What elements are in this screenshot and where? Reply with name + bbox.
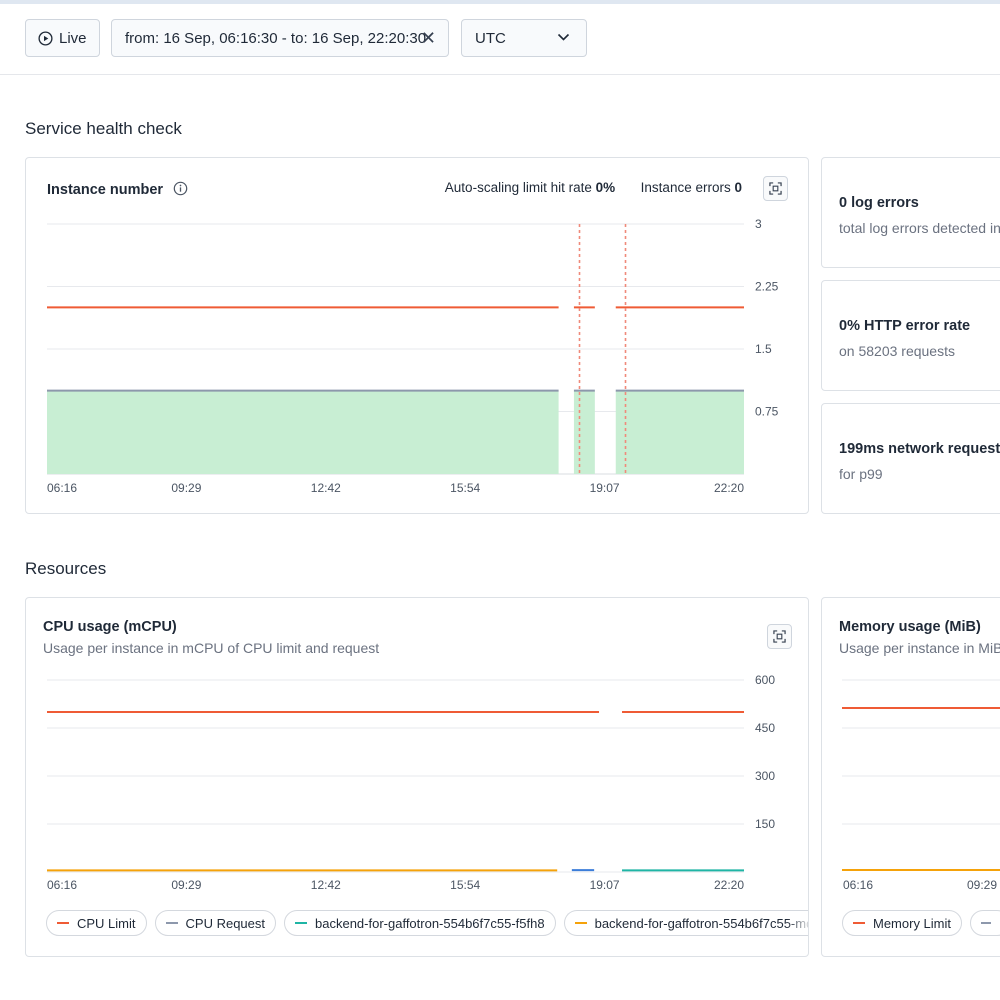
legend-label: backend-for-gaffotron-554b6f7c55-md — [594, 915, 809, 931]
autoscaling-value: 0% — [595, 180, 616, 195]
fullscreen-icon — [769, 182, 782, 195]
instance-stats: Auto-scaling limit hit rate 0% Instance … — [445, 180, 742, 195]
legend-label: Memory Limit — [873, 915, 952, 931]
x-tick-label: 15:54 — [450, 481, 480, 495]
legend-label: backend-for-gaffotron-554b6f7c55-f5fh8 — [315, 915, 545, 931]
cpu-card-subtitle: Usage per instance in mCPU of CPU limit … — [43, 640, 380, 656]
instance-errors-label: Instance errors — [640, 180, 731, 195]
memory-card-subtitle: Usage per instance in MiB — [839, 640, 1000, 656]
legend-item-cpu-request[interactable]: CPU Request — [154, 910, 276, 936]
network-latency-title: 199ms network request d — [839, 441, 1000, 457]
expand-instance-chart-button[interactable] — [763, 176, 788, 201]
x-tick-label: 15:54 — [450, 878, 480, 892]
memory-usage-chart: 06:16 09:29 — [842, 679, 1000, 892]
instance-card-title: Instance number — [47, 182, 164, 198]
x-tick-label: 06:16 — [47, 878, 77, 892]
log-errors-subtitle: total log errors detected in — [839, 220, 1000, 236]
play-circle-icon — [38, 30, 53, 46]
y-tick-label: 2.25 — [755, 280, 779, 294]
http-error-rate-subtitle: on 58203 requests — [839, 343, 955, 359]
time-range-picker[interactable]: from: 16 Sep, 06:16:30 - to: 16 Sep, 22:… — [111, 19, 449, 57]
x-tick-label: 09:29 — [171, 878, 201, 892]
memory-usage-card: Memory usage (MiB) Usage per instance in… — [821, 597, 1000, 957]
instance-area — [573, 390, 595, 474]
legend-label: CPU Request — [185, 915, 265, 931]
legend-item-memory-limit[interactable]: Memory Limit — [842, 910, 963, 936]
legend-swatch — [574, 922, 587, 924]
y-tick-label: 450 — [755, 721, 775, 735]
cpu-legend: CPU Limit CPU Request backend-for-gaffot… — [46, 910, 809, 936]
legend-label: CPU Limit — [77, 915, 136, 931]
section-title-resources: Resources — [25, 559, 107, 578]
cpu-usage-card: CPU usage (mCPU) Usage per instance in m… — [25, 597, 809, 957]
x-tick-label: 09:29 — [171, 481, 201, 495]
x-tick-label: 19:07 — [590, 878, 620, 892]
y-tick-label: 0.75 — [755, 405, 779, 419]
y-tick-label: 600 — [755, 673, 775, 687]
cpu-card-title: CPU usage (mCPU) — [43, 619, 177, 635]
timezone-select[interactable]: UTC — [461, 19, 587, 57]
time-range-label: from: 16 Sep, 06:16:30 - to: 16 Sep, 22:… — [125, 29, 427, 47]
log-errors-title: 0 log errors — [839, 195, 919, 211]
chevron-down-icon — [557, 33, 570, 41]
legend-item-instance-f5fh8[interactable]: backend-for-gaffotron-554b6f7c55-f5fh8 — [284, 910, 556, 936]
legend-swatch — [981, 922, 992, 924]
y-tick-label: 1.5 — [755, 342, 772, 356]
legend-swatch — [57, 922, 69, 924]
legend-item-memory-request[interactable] — [970, 910, 1000, 936]
x-tick-label: 09:29 — [967, 878, 997, 892]
instance-errors-value: 0 — [734, 180, 742, 195]
legend-swatch — [295, 922, 307, 924]
instance-card-title-row: Instance number — [47, 181, 188, 198]
x-tick-label: 22:20 — [714, 878, 744, 892]
fullscreen-icon — [773, 630, 786, 643]
info-icon[interactable] — [173, 181, 188, 196]
network-latency-subtitle: for p99 — [839, 466, 883, 482]
live-label: Live — [59, 29, 87, 47]
network-latency-card[interactable]: 199ms network request d for p99 — [821, 403, 1000, 514]
y-tick-label: 3 — [755, 217, 762, 231]
memory-legend: Memory Limit — [842, 910, 1000, 936]
log-errors-card[interactable]: 0 log errors total log errors detected i… — [821, 157, 1000, 268]
legend-swatch — [165, 922, 178, 924]
instance-area — [47, 390, 559, 474]
instance-area — [615, 390, 744, 474]
instance-number-card: Instance number Auto-scaling limit hit r… — [25, 157, 809, 514]
legend-item-instance-md[interactable]: backend-for-gaffotron-554b6f7c55-md — [563, 910, 809, 936]
x-tick-label: 12:42 — [311, 878, 341, 892]
top-accent-bar — [0, 0, 1000, 4]
clear-range-icon[interactable]: ✕ — [420, 28, 436, 48]
x-tick-label: 12:42 — [311, 481, 341, 495]
autoscaling-label: Auto-scaling limit hit rate — [444, 180, 592, 195]
x-tick-label: 19:07 — [590, 481, 620, 495]
legend-item-cpu-limit[interactable]: CPU Limit — [46, 910, 147, 936]
cpu-usage-chart: 150 300 450 600 06:16 09:29 12:42 15:54 19:07 22:… — [47, 673, 775, 892]
memory-card-title: Memory usage (MiB) — [839, 619, 981, 635]
y-tick-label: 150 — [755, 817, 775, 831]
x-tick-label: 06:16 — [843, 878, 873, 892]
instance-number-chart: 0.75 1.5 2.25 3 06:16 09:29 12:42 15:54 19:07 22:… — [47, 217, 779, 495]
timezone-value: UTC — [475, 29, 506, 47]
x-tick-label: 22:20 — [714, 481, 744, 495]
live-button[interactable]: Live — [25, 19, 100, 57]
expand-cpu-chart-button[interactable] — [767, 624, 792, 649]
x-tick-label: 06:16 — [47, 481, 77, 495]
section-title-health: Service health check — [25, 119, 182, 138]
http-error-rate-card[interactable]: 0% HTTP error rate on 58203 requests — [821, 280, 1000, 391]
http-error-rate-title: 0% HTTP error rate — [839, 318, 971, 334]
y-tick-label: 300 — [755, 769, 775, 783]
legend-swatch — [853, 922, 865, 924]
toolbar: Live from: 16 Sep, 06:16:30 - to: 16 Sep… — [0, 4, 1000, 75]
